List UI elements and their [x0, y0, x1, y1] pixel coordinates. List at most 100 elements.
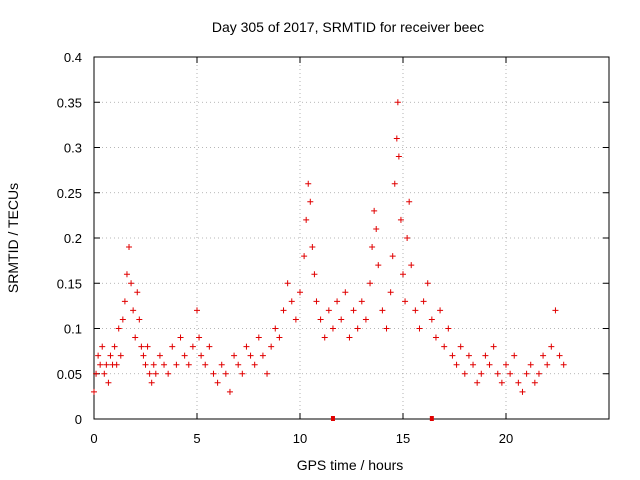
data-point [387, 289, 394, 296]
data-point [111, 343, 118, 350]
data-point [169, 343, 176, 350]
data-point [194, 307, 200, 314]
data-point [461, 370, 468, 377]
data-point [515, 379, 522, 386]
data-point [255, 334, 262, 341]
data-point [123, 271, 130, 278]
data-point [470, 361, 477, 368]
gap-markers [330, 416, 434, 421]
data-point [202, 361, 209, 368]
data-point [465, 352, 472, 359]
data-point [449, 352, 456, 359]
gap-marker [429, 416, 434, 421]
data-point [342, 289, 349, 296]
y-tick-label: 0 [75, 412, 82, 427]
data-point [482, 352, 489, 359]
data-point [128, 280, 135, 287]
data-point [350, 307, 357, 314]
data-point [358, 298, 365, 305]
data-point [317, 316, 324, 323]
x-tick-label: 10 [293, 431, 307, 446]
data-point [101, 370, 108, 377]
data-point [196, 334, 203, 341]
data-point [288, 298, 295, 305]
data-point [121, 298, 128, 305]
data-point [173, 361, 180, 368]
data-point [132, 334, 139, 341]
grid-lines [94, 57, 609, 419]
y-axis-label: SRMTID / TECUs [5, 183, 21, 293]
data-point [152, 370, 159, 377]
data-point [309, 244, 316, 251]
data-point [404, 235, 411, 241]
data-point [142, 361, 149, 368]
data-point [424, 280, 431, 287]
data-point [457, 343, 464, 350]
x-tick-label: 0 [90, 431, 97, 446]
data-point [494, 370, 501, 377]
data-point [95, 352, 102, 359]
data-point [395, 153, 402, 160]
data-point [389, 253, 396, 260]
data-point [420, 298, 427, 305]
data-point [235, 361, 242, 368]
data-point [218, 361, 225, 368]
data-point [247, 352, 254, 359]
data-point [375, 262, 382, 269]
data-point [150, 361, 157, 368]
data-point [243, 343, 250, 350]
data-point [412, 307, 419, 314]
data-point [99, 343, 106, 350]
data-points [91, 99, 567, 395]
y-tick-label: 0.35 [57, 95, 82, 110]
data-point [379, 307, 386, 314]
data-point [474, 379, 481, 386]
data-point [445, 325, 452, 332]
data-point [134, 289, 141, 296]
data-point [503, 361, 509, 368]
data-point [301, 253, 308, 260]
data-point [107, 352, 114, 359]
data-point [531, 379, 538, 386]
data-point [130, 307, 137, 314]
data-point [490, 343, 497, 350]
data-point [91, 388, 97, 395]
data-point [165, 370, 172, 377]
data-point [367, 280, 374, 287]
data-point [117, 352, 124, 359]
data-point [548, 343, 555, 350]
data-point [185, 361, 192, 368]
data-point [226, 388, 233, 395]
y-axis: 0 0.05 0.1 0.15 0.2 0.25 0.3 0.35 0.4 [57, 50, 609, 427]
x-axis-label: GPS time / hours [297, 457, 404, 473]
y-tick-label: 0.15 [57, 276, 82, 291]
data-point [498, 379, 505, 386]
data-point [311, 271, 318, 278]
y-tick-label: 0.3 [64, 141, 82, 156]
data-point [527, 361, 534, 368]
data-point [93, 370, 100, 377]
data-point [206, 343, 213, 350]
data-point [338, 316, 345, 323]
data-point [113, 361, 120, 368]
data-point [428, 316, 435, 323]
data-point [280, 307, 287, 314]
y-tick-label: 0.1 [64, 322, 82, 337]
data-point [198, 352, 205, 359]
data-point [210, 370, 217, 377]
data-point [119, 316, 126, 323]
data-point [535, 370, 542, 377]
gap-marker [330, 416, 335, 421]
data-point [511, 352, 518, 359]
data-point [272, 325, 279, 332]
data-point [231, 352, 238, 359]
data-point [284, 280, 291, 287]
data-point [156, 352, 163, 359]
data-point [416, 325, 423, 332]
data-point [552, 307, 559, 314]
data-point [544, 361, 551, 368]
data-point [251, 361, 258, 368]
data-point [432, 334, 439, 341]
data-point [486, 361, 493, 368]
